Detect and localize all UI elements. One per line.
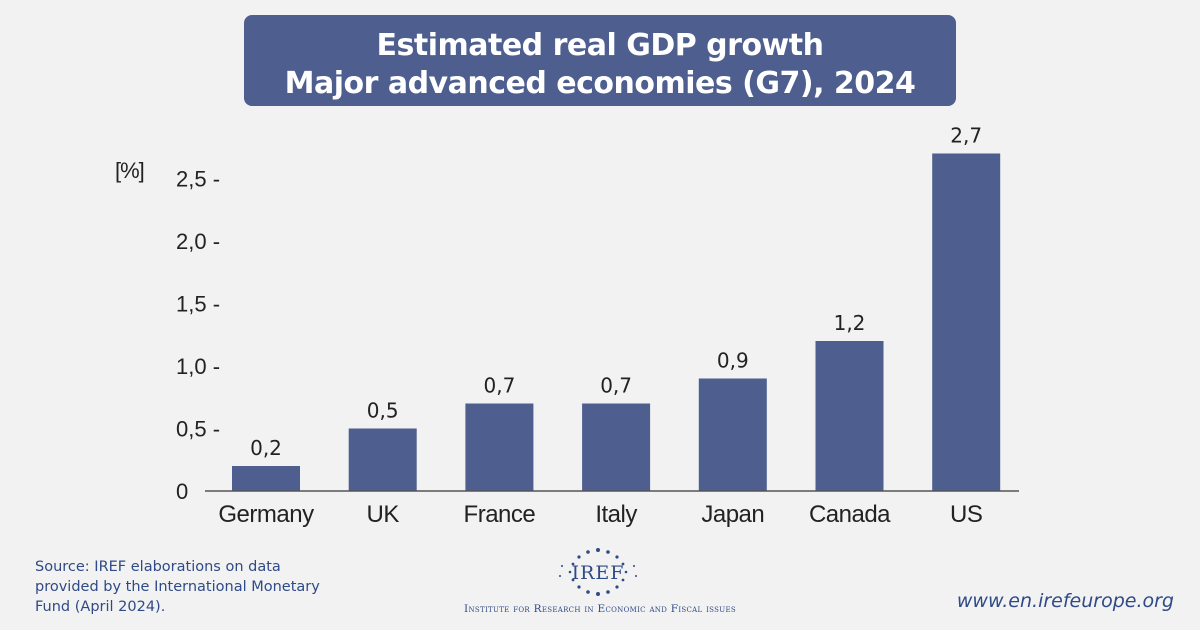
logo-dots-icon (559, 548, 637, 596)
x-tick-label-italy: Italy (595, 501, 637, 528)
data-label-france: 0,7 (483, 374, 515, 398)
y-axis-ticks: 0 0,5 - 1,0 - 1,5 - 2,0 - 2,5 - (176, 167, 220, 505)
y-tick-label: 1,5 - (176, 292, 220, 317)
x-tick-label-france: France (464, 501, 536, 528)
data-label-us: 2,7 (950, 124, 982, 148)
x-tick-label-canada: Canada (809, 501, 891, 528)
x-tick-label-germany: Germany (218, 501, 314, 528)
logo-text: IREF (572, 562, 625, 584)
data-label-canada: 1,2 (834, 311, 866, 335)
x-tick-label-us: US (950, 501, 982, 528)
y-tick-label: 2,0 - (176, 229, 220, 254)
bar-italy (582, 403, 651, 491)
bar-uk (348, 428, 417, 491)
iref-logo: IREF (548, 546, 648, 598)
y-tick-label: 0,5 - (176, 417, 220, 442)
bar-france (465, 403, 534, 491)
chart-title-box: Estimated real GDP growth Major advanced… (244, 15, 956, 106)
chart-title-line1: Estimated real GDP growth (376, 28, 824, 63)
data-label-italy: 0,7 (600, 374, 632, 398)
bars-group: 0,2 0,5 0,7 0,7 0,9 1,2 2,7 (232, 124, 1001, 491)
y-tick-label: 1,0 - (176, 354, 220, 379)
data-label-japan: 0,9 (717, 349, 749, 373)
x-axis-labels: Germany UK France Italy Japan Canada US (218, 501, 982, 528)
y-axis-label: [%] (115, 158, 144, 183)
y-tick-label: 0 (176, 479, 188, 504)
x-tick-label-uk: UK (367, 501, 400, 528)
data-label-uk: 0,5 (367, 399, 399, 423)
institute-name: Institute for Research in Economic and F… (464, 603, 736, 615)
website-url[interactable]: www.en.irefeurope.org (956, 590, 1174, 612)
bar-germany (232, 466, 300, 491)
source-note: Source: IREF elaborations on data provid… (35, 559, 320, 615)
x-tick-label-japan: Japan (701, 501, 764, 528)
y-tick-label: 2,5 - (176, 167, 220, 192)
data-label-germany: 0,2 (250, 436, 282, 460)
bar-canada (815, 341, 884, 491)
chart-title-line2: Major advanced economies (G7), 2024 (284, 66, 916, 101)
bar-japan (698, 378, 767, 491)
bar-us (932, 153, 1001, 491)
